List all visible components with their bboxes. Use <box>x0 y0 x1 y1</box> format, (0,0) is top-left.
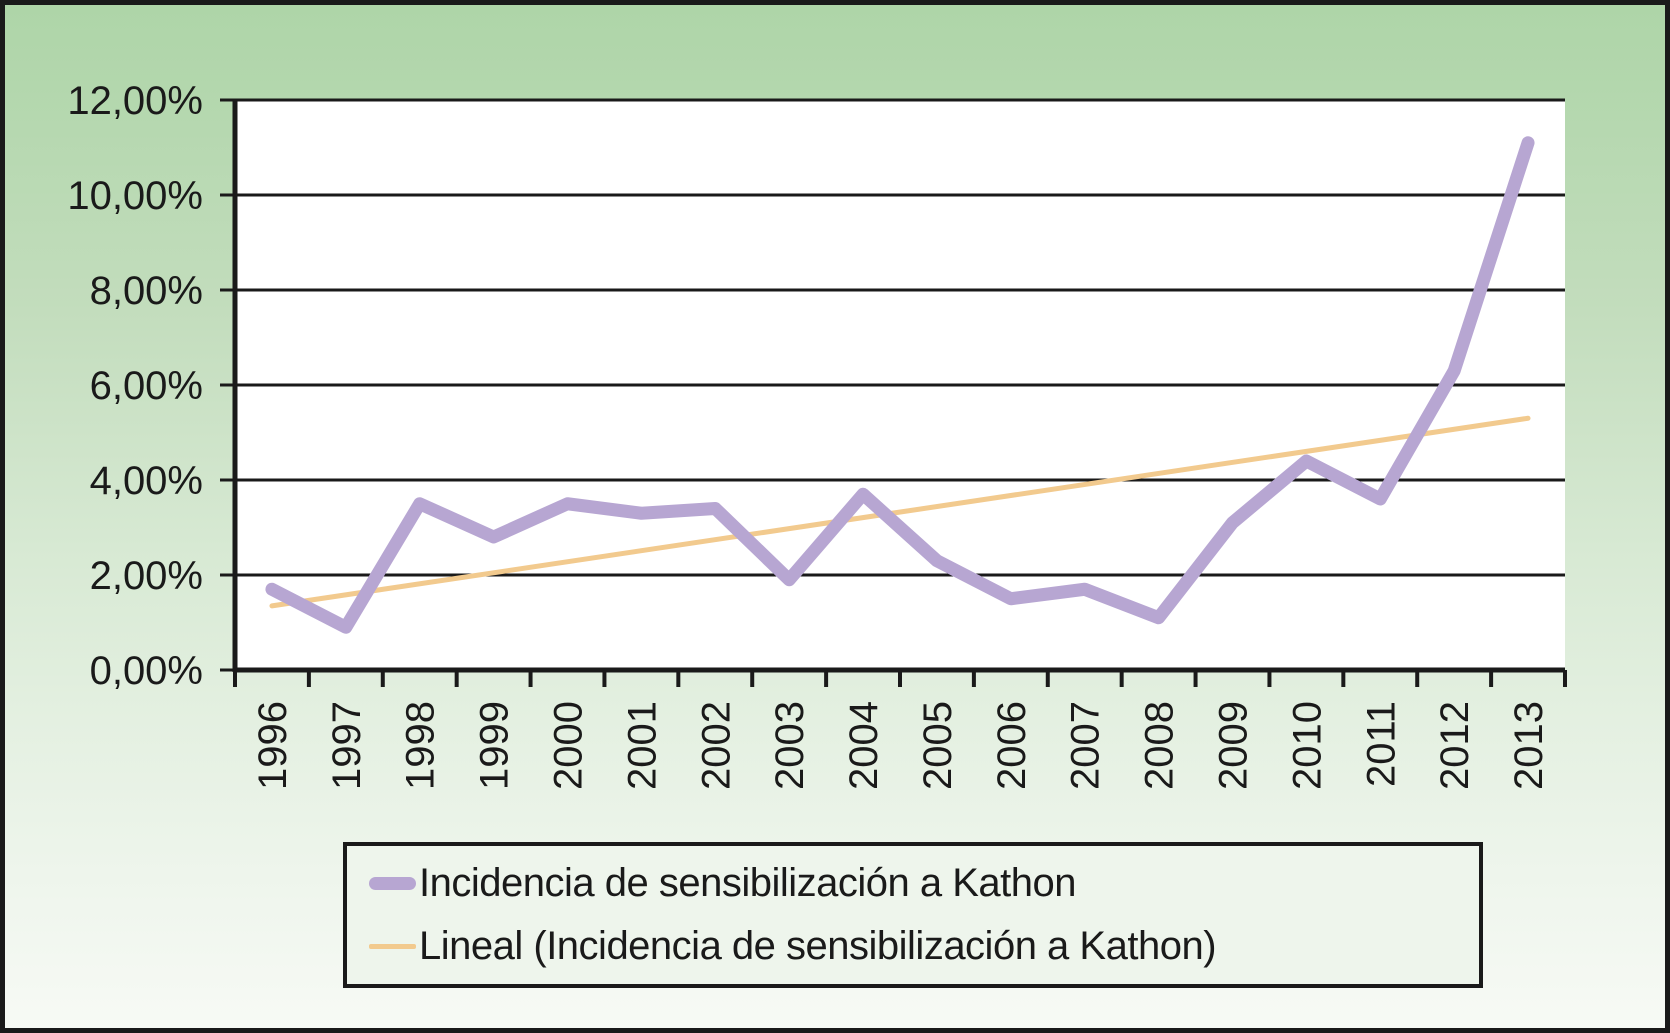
x-axis-label: 2009 <box>1212 701 1256 790</box>
y-axis-label: 4,00% <box>90 459 203 503</box>
series-line-swatch <box>369 877 416 890</box>
trendline-swatch <box>369 944 416 949</box>
y-axis-label: 0,00% <box>90 649 203 693</box>
x-axis-label: 2011 <box>1359 701 1403 787</box>
x-axis-label: 2002 <box>694 701 738 790</box>
x-axis-label: 1999 <box>473 701 517 790</box>
x-axis-label: 1998 <box>399 701 443 790</box>
trendline-series <box>269 415 1531 609</box>
x-axis-label: 2005 <box>916 701 960 790</box>
x-axis-label: 1996 <box>251 701 295 790</box>
y-axis-label: 8,00% <box>90 269 203 313</box>
x-axis-label: 2013 <box>1507 701 1551 790</box>
x-axis-label: 2004 <box>842 701 886 790</box>
y-axis-label: 6,00% <box>90 364 203 408</box>
x-axis-label: 2012 <box>1433 701 1477 790</box>
x-axis-label: 1997 <box>325 701 369 790</box>
x-axis-label: 2000 <box>547 701 591 790</box>
x-axis-label: 2007 <box>1064 701 1108 790</box>
x-axis-label: 2003 <box>768 701 812 790</box>
incidencia-series-line <box>265 136 1535 634</box>
legend-label-lineal: Lineal (Incidencia de sensibilización a … <box>419 924 1217 968</box>
legend-item-lineal: Lineal (Incidencia de sensibilización a … <box>347 915 1479 978</box>
y-axis-label: 10,00% <box>67 174 203 218</box>
y-axis-label: 12,00% <box>67 79 203 123</box>
legend-item-incidencia: Incidencia de sensibilización a Kathon <box>347 852 1479 915</box>
legend-label-incidencia: Incidencia de sensibilización a Kathon <box>419 861 1077 905</box>
y-axis-label: 2,00% <box>90 554 203 598</box>
x-axis-label: 2001 <box>620 701 664 790</box>
legend-box: Incidencia de sensibilización a Kathon L… <box>343 842 1483 988</box>
x-axis-label: 2010 <box>1285 701 1329 790</box>
line-chart-plot: 12,00% 10,00% 8,00% 6,00% 4,00% 2,00% 0,00% 199… <box>67 79 1567 790</box>
x-axis-label: 2008 <box>1138 701 1182 790</box>
x-axis-label: 2006 <box>990 701 1034 790</box>
